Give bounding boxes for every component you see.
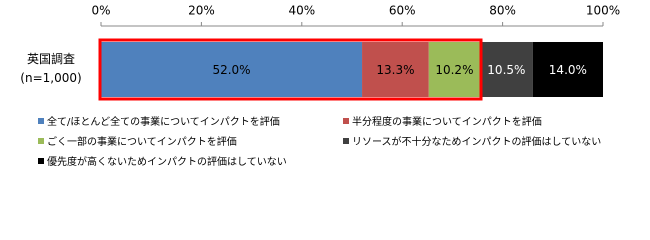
bar-segment [428, 42, 481, 97]
chart-canvas: 0% 20% 40% 60% 80% 100% 52.0% 13.3% 10.2% 10.5% 14… [38, 4, 620, 168]
legend-swatch [343, 118, 349, 124]
category-label: 英国調査 (n=1,000) [20, 52, 82, 85]
x-tick-label: 100% [586, 4, 620, 18]
x-tick-label: 0% [91, 4, 110, 18]
legend-label: ごく一部の事業についてインパクトを評価 [47, 135, 237, 148]
highlight-box [98, 38, 483, 101]
legend-label: 優先度が高くないためインパクトの評価はしていない [47, 155, 287, 168]
data-label: 52.0% [212, 63, 250, 77]
data-label: 10.2% [435, 63, 473, 77]
x-tick-label: 20% [188, 4, 215, 18]
data-label: 10.5% [487, 63, 525, 77]
legend-swatch [38, 118, 44, 124]
legend-label: リソースが不十分なためインパクトの評価はしていない [352, 135, 601, 148]
bar-segment [532, 42, 603, 97]
x-tick-label: 60% [389, 4, 416, 18]
bar-segment [362, 42, 429, 97]
data-label: 14.0% [549, 63, 587, 77]
x-tick-label: 40% [288, 4, 315, 18]
legend: 全て/ほとんど全ての事業についてインパクトを評価 半分程度の事業についてインパクト… [38, 115, 601, 168]
legend-swatch [343, 138, 349, 144]
legend-label: 全て/ほとんど全ての事業についてインパクトを評価 [47, 115, 280, 128]
chart: 0% 20% 40% 60% 80% 100% 52.0% 13.3% 10.2% 10.5% 14… [20, 4, 620, 169]
bar-segment [101, 42, 363, 97]
x-tick-label: 80% [489, 4, 516, 18]
data-label: 13.3% [376, 63, 414, 77]
bar-segment [480, 42, 533, 97]
legend-swatch [38, 138, 44, 144]
legend-swatch [38, 158, 44, 164]
legend-label: 半分程度の事業についてインパクトを評価 [352, 115, 542, 128]
